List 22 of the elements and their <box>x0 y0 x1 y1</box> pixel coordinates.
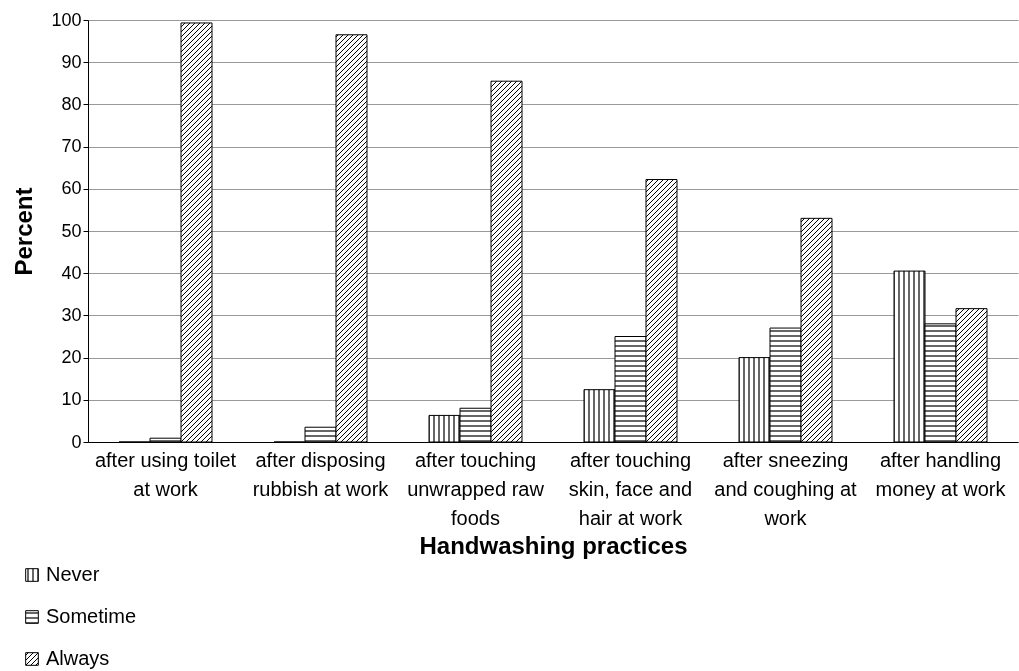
y-tick-label: 90 <box>61 51 82 72</box>
y-tick-label: 80 <box>61 93 82 114</box>
x-tick-label: after touching unwrapped raw foods <box>407 448 545 529</box>
y-tick-label: 10 <box>61 389 82 410</box>
legend-label: Always <box>46 647 110 669</box>
legend-label: Never <box>46 563 100 585</box>
y-tick-label: 70 <box>61 136 82 157</box>
x-tick-label: after sneezing and coughing at work <box>714 448 858 529</box>
y-tick-label: 100 <box>51 9 82 30</box>
y-axis-title: Percent <box>10 187 38 276</box>
y-tick-label: 40 <box>61 262 82 283</box>
x-tick-label: after using toilet at work <box>94 448 237 500</box>
y-tick-label: 60 <box>61 178 82 199</box>
y-tick-label: 0 <box>71 431 82 452</box>
x-tick-label: after touching skin, face and hair at work <box>568 448 693 529</box>
x-tick-label: after handling money at work <box>875 448 1007 500</box>
x-axis-title: Handwashing practices <box>419 531 688 559</box>
legend-label: Sometime <box>46 605 137 627</box>
y-tick-label: 30 <box>61 304 82 325</box>
x-tick-label: after disposing rubbish at work <box>252 448 390 500</box>
y-tick-label: 50 <box>61 220 82 241</box>
y-tick-label: 20 <box>61 347 82 368</box>
